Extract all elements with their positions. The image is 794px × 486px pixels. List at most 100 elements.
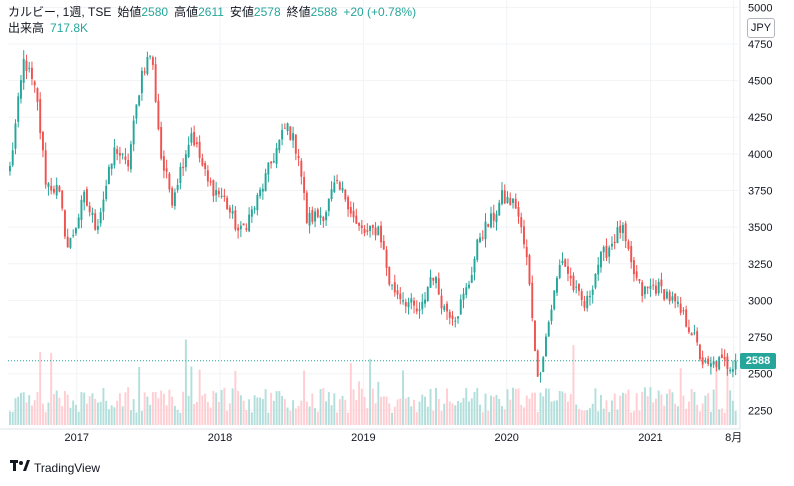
candle-body	[665, 291, 668, 299]
volume-bar	[261, 399, 264, 425]
close-value: 2588	[310, 5, 338, 19]
candle-body	[577, 284, 580, 291]
volume-bar	[385, 396, 388, 425]
candle-body	[61, 190, 64, 209]
volume-bar	[286, 407, 289, 425]
volume-bar	[66, 394, 69, 425]
volume-bar	[366, 408, 369, 425]
candle-body	[366, 230, 369, 232]
volume-bar	[531, 392, 534, 425]
candle-body	[250, 209, 253, 217]
currency-badge[interactable]: JPY	[747, 18, 775, 38]
volume-bar	[162, 393, 165, 425]
volume-bar	[635, 393, 638, 425]
price-tick-label: 4750	[748, 39, 772, 51]
volume-bar	[327, 392, 330, 425]
volume-bar	[608, 412, 611, 425]
candle-body	[94, 213, 97, 230]
volume-bar	[341, 395, 344, 425]
volume-bar	[176, 409, 179, 425]
candle-body	[432, 277, 435, 281]
volume-bar	[558, 390, 561, 425]
volume-bar	[509, 399, 512, 425]
volume-bar	[597, 411, 600, 425]
volume-label: 出来高	[8, 21, 45, 35]
candle-body	[473, 258, 476, 273]
volume-bar	[228, 403, 231, 425]
candle-body	[267, 162, 270, 175]
candle-body	[231, 211, 234, 214]
volume-bar	[649, 387, 652, 425]
volume-bar	[534, 392, 536, 425]
volume-bar	[550, 401, 553, 425]
volume-bar	[11, 411, 14, 425]
volume-bar	[360, 388, 363, 425]
candle-body	[212, 180, 215, 197]
candle-body	[514, 198, 517, 209]
candle-body	[36, 88, 39, 102]
candle-body	[270, 161, 273, 164]
candle-body	[720, 354, 723, 358]
candle-body	[627, 241, 630, 249]
candle-body	[569, 275, 572, 279]
volume-bar	[289, 410, 292, 425]
volume-bar	[734, 411, 737, 425]
volume-bar	[490, 395, 492, 425]
candle-body	[399, 293, 402, 300]
volume-bar	[539, 392, 542, 425]
volume-bar	[542, 396, 545, 425]
volume-bar	[380, 396, 383, 425]
volume-bar	[429, 388, 432, 425]
volume-bar	[17, 396, 20, 425]
volume-bar	[577, 408, 580, 425]
candle-body	[47, 183, 50, 187]
volume-bar	[58, 397, 61, 425]
candle-body	[228, 207, 231, 213]
volume-bar	[723, 412, 726, 425]
candle-body	[391, 284, 394, 286]
volume-bar	[253, 395, 256, 425]
time-axis[interactable]: 2017 2018 2019 2020 2021 8月	[64, 432, 742, 444]
candle-body	[121, 153, 124, 155]
candle-body	[283, 127, 286, 129]
candle-body	[451, 315, 454, 319]
candle-body	[193, 132, 196, 145]
volume-bar	[314, 407, 317, 425]
symbol-title[interactable]: カルビー, 1週, TSE	[8, 5, 112, 19]
volume-bar	[583, 410, 586, 425]
change-value: +20 (+0.78%)	[343, 5, 417, 19]
candle-body	[173, 192, 176, 207]
volume-bar	[72, 400, 75, 425]
volume-bar	[102, 387, 105, 425]
volume-bar	[333, 393, 336, 425]
volume-bar	[391, 412, 394, 425]
volume-bar	[377, 381, 380, 425]
candle-body	[583, 301, 586, 308]
candle-body	[338, 182, 341, 190]
price-tick-label: 5000	[748, 2, 772, 14]
volume-bar	[679, 368, 682, 425]
candle-body	[454, 320, 457, 322]
low-value: 2578	[253, 5, 281, 19]
volume-bar	[476, 387, 479, 425]
volume-bar	[55, 390, 58, 425]
volume-bar	[564, 393, 567, 425]
volume-bar	[179, 412, 182, 425]
volume-bar	[184, 339, 187, 425]
candle-body	[388, 266, 391, 285]
volume-bar	[160, 390, 163, 425]
time-tick-label: 2020	[494, 432, 518, 444]
candle-body	[415, 308, 418, 312]
price-axis[interactable]: 2250 2500 2750 3000 3250 3500 3750 4000 4250 4500…	[748, 2, 772, 417]
volume-bar	[473, 391, 476, 425]
candle-body	[382, 240, 385, 250]
tradingview-branding[interactable]: TradingView	[10, 460, 100, 475]
candle-body	[182, 166, 185, 169]
candle-body	[325, 212, 328, 221]
candle-body	[685, 309, 688, 327]
candle-body	[30, 67, 33, 79]
candle-body	[74, 227, 77, 234]
candle-body	[520, 217, 523, 228]
candle-body	[187, 144, 190, 158]
